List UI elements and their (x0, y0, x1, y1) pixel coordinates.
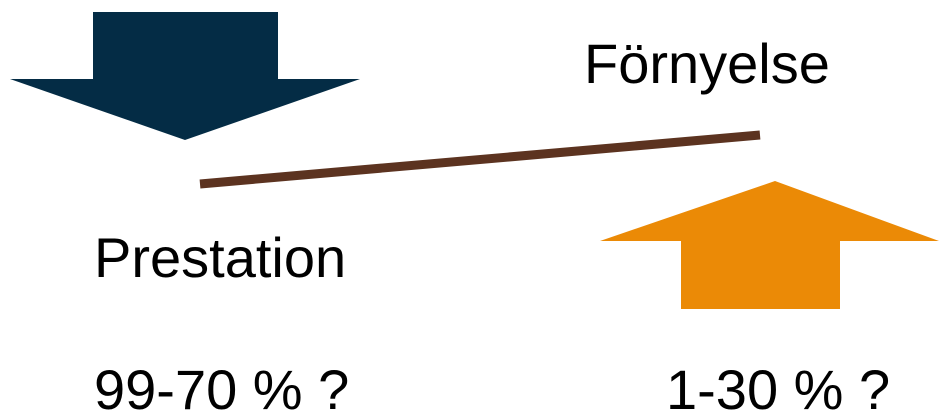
performance-label: Prestation (94, 226, 347, 289)
renewal-label: Förnyelse (584, 32, 830, 95)
performance-share-label: 99-70 % ? (94, 358, 350, 412)
renewal-share-label: 1-30 % ? (666, 358, 891, 412)
balance-line (199, 130, 761, 189)
arrow-down-icon (10, 12, 360, 140)
arrow-up-icon (600, 181, 939, 309)
